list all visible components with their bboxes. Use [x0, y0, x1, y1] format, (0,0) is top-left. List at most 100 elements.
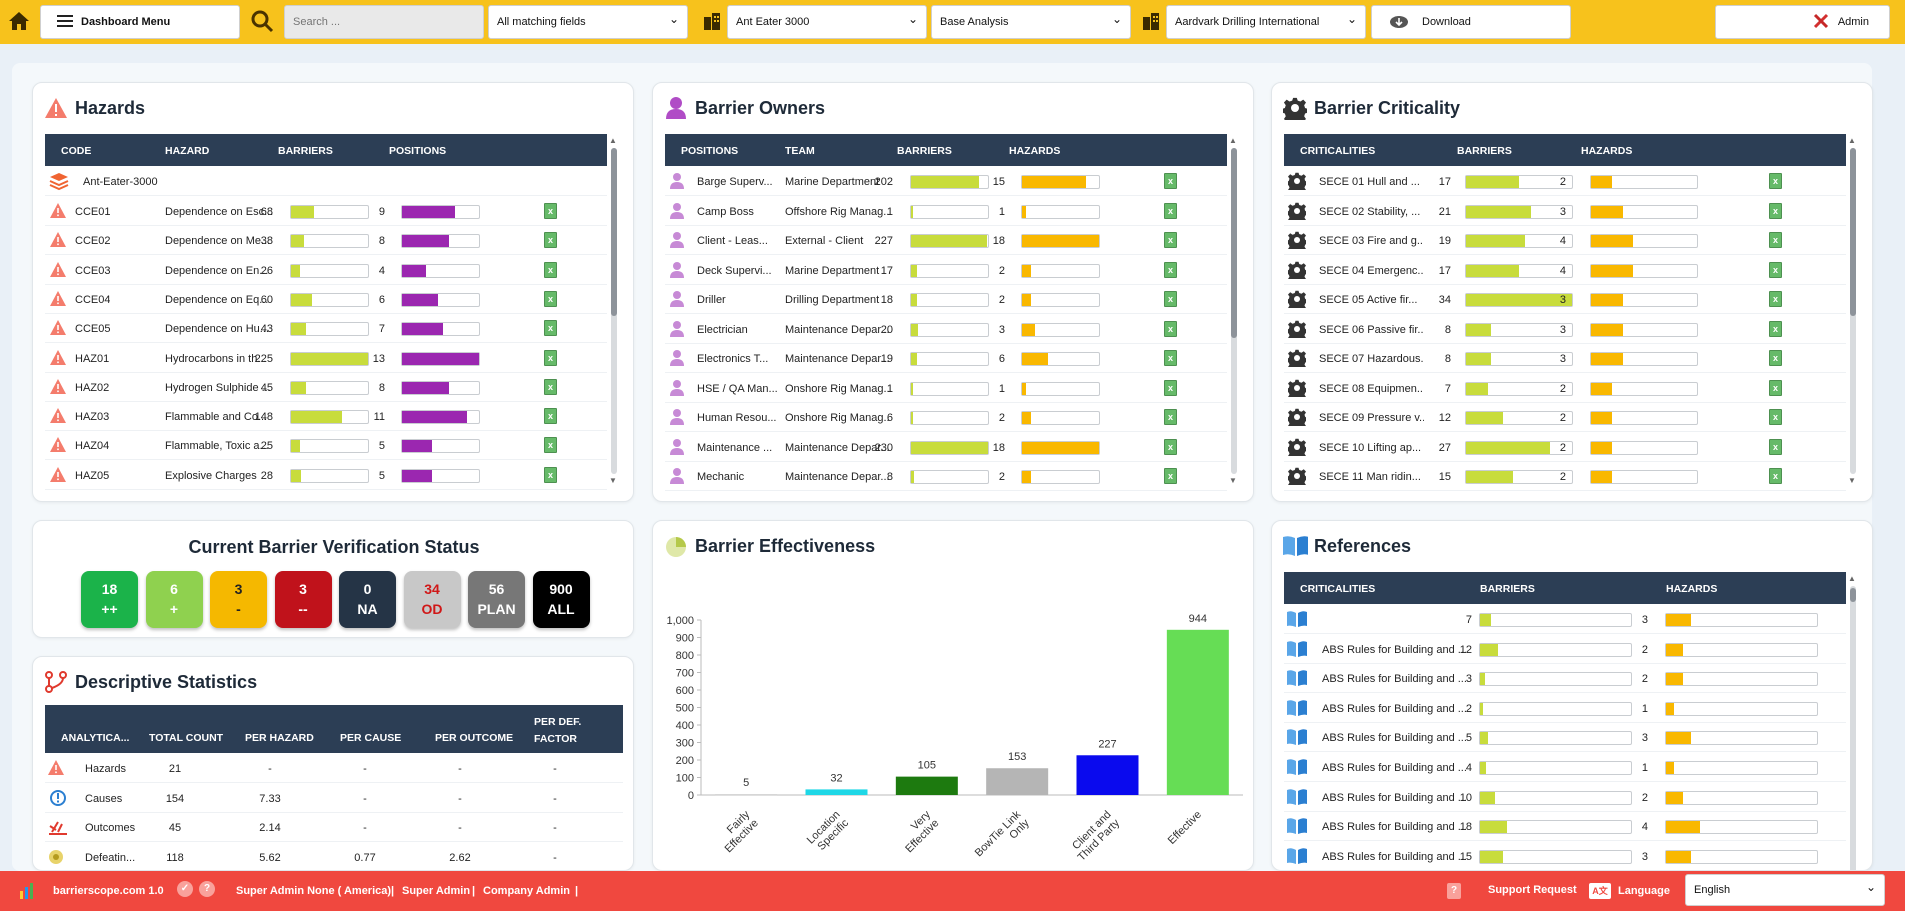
owner-excel-export-icon[interactable]: x [1164, 468, 1177, 484]
hazard-row[interactable]: CCE05 Dependence on Hu... 43 7 x [45, 314, 607, 344]
criticality-excel-export-icon[interactable]: x [1769, 468, 1782, 484]
criticality-excel-export-icon[interactable]: x [1769, 202, 1782, 219]
hazard-row[interactable]: HAZ01 Hydrocarbons in th... 225 13 x [45, 344, 607, 373]
owner-row[interactable]: Maintenance ... Maintenance Depar... 230 18… [665, 433, 1227, 462]
verification-tile[interactable]: 34 OD [403, 571, 461, 628]
owner-row[interactable]: Electronics T... Maintenance Depar... 19 6 x [665, 344, 1227, 373]
verification-tile[interactable]: 900 ALL [532, 571, 590, 628]
criticality-excel-export-icon[interactable]: x [1769, 261, 1782, 278]
criticality-row[interactable]: SECE 07 Hazardous... 8 3 x [1284, 344, 1846, 373]
role-company-admin[interactable]: Company Admin [483, 885, 570, 897]
criticality-row[interactable]: SECE 10 Lifting ap... 27 2 x [1284, 433, 1846, 462]
owners-scrollbar[interactable]: ▲ ▼ [1229, 136, 1237, 485]
criticality-row[interactable]: SECE 02 Stability, ... 21 3 x [1284, 197, 1846, 226]
criticality-scrollbar[interactable]: ▲ ▼ [1848, 136, 1856, 485]
verified-check-icon[interactable]: ✓ [177, 881, 193, 897]
owner-row[interactable]: Driller Drilling Department 18 2 x [665, 285, 1227, 314]
owner-excel-export-icon[interactable]: x [1164, 320, 1177, 337]
help-icon[interactable]: ? [199, 881, 215, 897]
role-super-admin[interactable]: Super Admin [402, 885, 471, 897]
verification-tile[interactable]: 18 ++ [81, 571, 138, 628]
chart-bar[interactable] [895, 776, 958, 795]
chart-bar[interactable] [1166, 629, 1229, 795]
references-scrollbar[interactable]: ▲ [1848, 574, 1858, 870]
hazard-row[interactable]: CCE03 Dependence on En... 26 4 x [45, 256, 607, 285]
dashboard-menu-button[interactable]: Dashboard Menu [40, 5, 240, 39]
hazard-row[interactable]: HAZ03 Flammable and Co... 148 11 x [45, 402, 607, 432]
analysis-select[interactable]: Base Analysis [931, 5, 1131, 39]
hazard-excel-export-icon[interactable]: x [544, 290, 557, 307]
verification-tile[interactable]: 3- [210, 571, 267, 628]
chart-bar[interactable] [715, 794, 778, 796]
criticality-row[interactable]: SECE 05 Active fir... 34 3 x [1284, 285, 1846, 314]
search-icon[interactable] [249, 8, 275, 34]
hazard-row[interactable]: CCE01 Dependence on Esc... 68 9 x [45, 197, 607, 226]
hazard-excel-export-icon[interactable]: x [544, 466, 557, 483]
admin-button[interactable]: Admin [1715, 5, 1890, 39]
owner-row[interactable]: Mechanic Maintenance Depar... 8 2 x [665, 462, 1227, 491]
owner-excel-export-icon[interactable]: x [1164, 261, 1177, 278]
criticality-row[interactable]: SECE 11 Man ridin... 15 2 x [1284, 462, 1846, 491]
chart-bar[interactable] [805, 789, 868, 795]
owner-excel-export-icon[interactable]: x [1164, 202, 1177, 219]
owner-excel-export-icon[interactable]: x [1164, 438, 1177, 455]
owner-row[interactable]: Barge Superv... Marine Department 202 15 x [665, 167, 1227, 196]
criticality-row[interactable]: SECE 06 Passive fir... 8 3 x [1284, 315, 1846, 344]
criticality-excel-export-icon[interactable]: x [1769, 232, 1782, 248]
chart-bar[interactable] [1076, 755, 1139, 795]
home-icon[interactable] [6, 8, 32, 34]
owner-excel-export-icon[interactable]: x [1164, 350, 1177, 366]
criticality-row[interactable]: SECE 08 Equipmen... 7 2 x [1284, 374, 1846, 403]
criticality-excel-export-icon[interactable]: x [1769, 350, 1782, 366]
owner-row[interactable]: Client - Leas... External - Client 227 18 x [665, 226, 1227, 255]
support-request-link[interactable]: Support Request [1488, 884, 1577, 896]
company-select[interactable]: Aardvark Drilling International [1166, 5, 1366, 39]
chart-bar[interactable] [986, 768, 1049, 795]
criticality-excel-export-icon[interactable]: x [1769, 173, 1782, 189]
criticality-excel-export-icon[interactable]: x [1769, 291, 1782, 307]
download-button[interactable]: Download [1371, 5, 1571, 39]
verification-tile[interactable]: 6 + [145, 571, 203, 628]
hazard-excel-export-icon[interactable]: x [544, 320, 557, 337]
hazard-row[interactable]: HAZ05 Explosive Charges 28 5 x [45, 461, 607, 490]
reference-row[interactable]: ABS Rules for Building and ... 4 1 [1284, 753, 1846, 782]
reference-row[interactable]: ABS Rules for Building and ... 3 2 [1284, 664, 1846, 694]
hazard-row[interactable]: CCE04 Dependence on Eq... 60 6 x [45, 285, 607, 314]
criticality-excel-export-icon[interactable]: x [1769, 379, 1782, 396]
hazard-excel-export-icon[interactable]: x [544, 349, 557, 366]
criticality-row[interactable]: SECE 04 Emergenc... 17 4 x [1284, 256, 1846, 285]
support-help-icon[interactable]: ? [1447, 883, 1461, 899]
owner-excel-export-icon[interactable]: x [1164, 291, 1177, 307]
search-input[interactable] [284, 5, 484, 39]
criticality-excel-export-icon[interactable]: x [1769, 409, 1782, 425]
criticality-row[interactable]: SECE 03 Fire and g... 19 4 x [1284, 226, 1846, 255]
owner-row[interactable]: Camp Boss Offshore Rig Manag... 1 1 x [665, 197, 1227, 226]
hazards-scrollbar[interactable]: ▲ ▼ [609, 136, 617, 485]
verification-tile[interactable]: 3 -- [274, 571, 332, 628]
verification-tile[interactable]: 0 NA [339, 571, 396, 628]
hazard-row[interactable]: HAZ04 Flammable, Toxic a... 25 5 x [45, 431, 607, 461]
owner-excel-export-icon[interactable]: x [1164, 232, 1177, 248]
hazard-excel-export-icon[interactable]: x [544, 437, 557, 454]
language-select[interactable]: English [1685, 874, 1885, 906]
hazard-excel-export-icon[interactable]: x [544, 232, 557, 249]
owner-row[interactable]: Deck Supervi... Marine Department 17 2 x [665, 256, 1227, 285]
owner-excel-export-icon[interactable]: x [1164, 173, 1177, 189]
field-filter-select[interactable]: All matching fields [488, 5, 688, 39]
criticality-excel-export-icon[interactable]: x [1769, 320, 1782, 337]
reference-row[interactable]: ABS Rules for Building and ... 18 4 [1284, 812, 1846, 842]
owner-row[interactable]: Human Resou... Onshore Rig Manag... 6 2 x [665, 403, 1227, 432]
reference-row[interactable]: ABS Rules for Building and ... 2 1 [1284, 694, 1846, 723]
user-label[interactable]: Super Admin None ( America) [236, 885, 392, 897]
owner-excel-export-icon[interactable]: x [1164, 379, 1177, 396]
criticality-excel-export-icon[interactable]: x [1769, 438, 1782, 455]
reference-row[interactable]: ABS Rules for Building and ... 10 2 [1284, 783, 1846, 812]
hazard-excel-export-icon[interactable]: x [544, 378, 557, 395]
hazard-row[interactable]: HAZ02 Hydrogen Sulphide ... 45 8 x [45, 373, 607, 402]
owner-row[interactable]: HSE / QA Man... Onshore Rig Manag... 1 1 x [665, 374, 1227, 403]
hazard-excel-export-icon[interactable]: x [544, 408, 557, 425]
asset-select[interactable]: Ant Eater 3000 [727, 5, 927, 39]
owner-excel-export-icon[interactable]: x [1164, 409, 1177, 425]
verification-tile[interactable]: 56 PLAN [468, 571, 525, 628]
